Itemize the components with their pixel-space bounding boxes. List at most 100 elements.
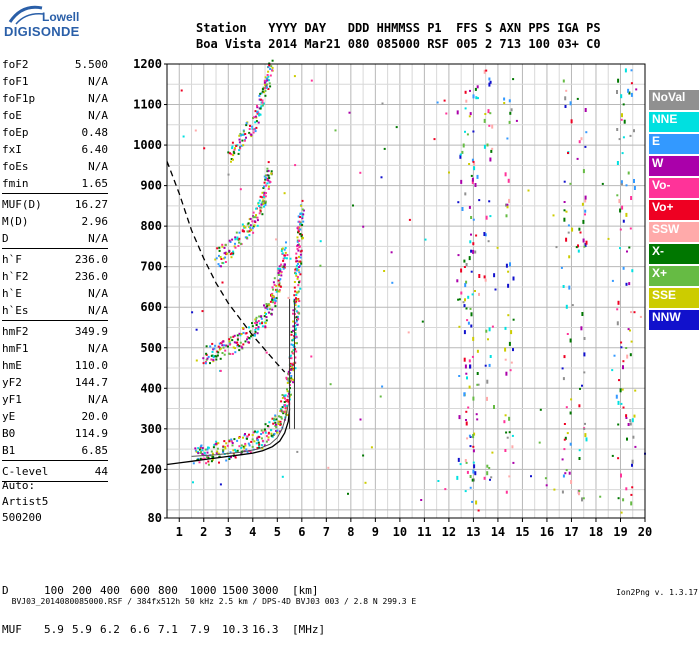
echo-point	[222, 340, 225, 343]
noise-point	[227, 173, 230, 176]
echo-point	[243, 447, 246, 450]
echo-point	[280, 271, 283, 273]
echo-point	[298, 300, 300, 302]
parameter-value: 0.48	[81, 126, 109, 139]
noise-point	[474, 183, 477, 187]
echo-point	[235, 144, 237, 147]
noise-point	[575, 246, 578, 249]
echo-point	[287, 377, 290, 380]
echo-point	[256, 216, 259, 219]
echo-point	[279, 415, 282, 418]
noise-point	[329, 383, 332, 386]
noise-point	[582, 219, 585, 224]
x-tick-label: 10	[393, 525, 407, 539]
noise-point	[506, 205, 509, 209]
noise-point	[489, 80, 492, 84]
echo-point	[268, 421, 271, 424]
noise-point	[283, 192, 286, 195]
echo-point	[276, 431, 279, 434]
echo-point	[223, 440, 226, 443]
echo-point	[278, 282, 281, 285]
echo-point	[295, 298, 298, 301]
echo-point	[217, 452, 220, 455]
noise-point	[458, 298, 461, 301]
noise-point	[552, 214, 555, 217]
echo-point	[248, 337, 251, 340]
echo-point	[299, 273, 302, 276]
parameter-row: fmin 1.65	[2, 175, 108, 192]
echo-point	[253, 333, 256, 336]
noise-point	[471, 180, 474, 185]
echo-point	[236, 344, 239, 347]
echo-point	[294, 337, 297, 339]
echo-point	[254, 216, 257, 219]
noise-point	[486, 396, 488, 401]
echo-point	[276, 289, 279, 291]
noise-point	[616, 308, 619, 311]
echo-point	[216, 350, 219, 353]
echo-point	[224, 251, 227, 254]
echo-point	[260, 202, 263, 205]
echo-point	[270, 313, 273, 316]
echo-point	[286, 390, 289, 393]
echo-point	[258, 315, 261, 318]
echo-point	[252, 231, 255, 234]
noise-point	[488, 124, 491, 127]
echo-point	[265, 77, 268, 80]
echo-point	[285, 404, 288, 407]
echo-point	[293, 352, 295, 355]
echo-point	[238, 141, 241, 144]
echo-point	[259, 206, 262, 209]
noise-point	[584, 195, 587, 200]
echo-point	[302, 209, 305, 212]
echo-point	[238, 241, 240, 244]
noise-point	[195, 359, 198, 362]
echo-point	[297, 317, 300, 320]
noise-point	[544, 477, 547, 480]
echo-point	[264, 430, 267, 433]
echo-point	[278, 279, 281, 282]
noise-point	[465, 421, 468, 426]
echo-point	[263, 444, 266, 447]
echo-point	[252, 117, 254, 119]
echo-point	[278, 289, 281, 292]
noise-point	[489, 157, 492, 162]
echo-point	[240, 446, 243, 449]
echo-point	[255, 442, 258, 445]
echo-point	[205, 352, 208, 355]
echo-point	[281, 252, 284, 255]
echo-point	[272, 288, 275, 291]
noise-point	[508, 198, 511, 203]
echo-point	[263, 202, 266, 205]
echo-point	[207, 455, 210, 458]
echo-point	[297, 311, 299, 314]
noise-point	[562, 79, 565, 83]
noise-point	[472, 130, 475, 133]
echo-point	[281, 410, 284, 413]
parameter-row: h`F2 236.0	[2, 268, 108, 285]
echo-point	[201, 452, 204, 455]
echo-point	[288, 395, 291, 398]
echo-point	[272, 299, 275, 301]
echo-point	[255, 116, 258, 119]
echo-point	[299, 253, 302, 256]
echo-point	[234, 448, 236, 451]
noise-point	[621, 205, 624, 210]
noise-point	[464, 107, 467, 110]
echo-point	[267, 425, 270, 428]
noise-point	[585, 240, 588, 245]
noise-point	[465, 280, 468, 284]
x-tick-label: 18	[589, 525, 603, 539]
echo-point	[293, 281, 296, 283]
noise-point	[485, 69, 488, 72]
echo-point	[270, 294, 272, 297]
logo-text-digisonde: DIGISONDE	[4, 24, 80, 39]
echo-point	[283, 418, 286, 421]
echo-point	[214, 344, 217, 347]
noise-point	[512, 276, 515, 281]
noise-point	[364, 481, 367, 484]
echo-point	[254, 320, 257, 323]
echo-point	[254, 130, 257, 133]
noise-point	[463, 392, 466, 397]
echo-point	[296, 324, 298, 326]
